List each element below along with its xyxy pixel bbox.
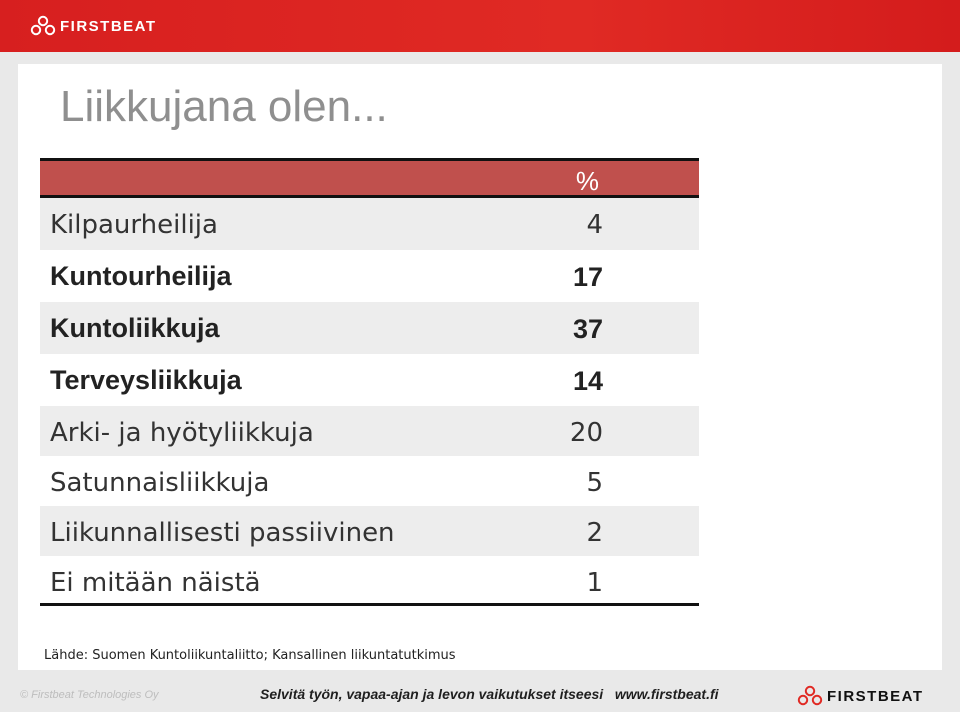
footer-tagline: Selvitä työn, vapaa-ajan ja levon vaikut…: [260, 686, 719, 702]
table-header-row: %: [40, 158, 699, 198]
footer-brand: FIRSTBEAT: [827, 687, 924, 705]
row-value: 4: [586, 210, 603, 240]
header-logo[interactable]: FIRSTBEAT: [30, 13, 157, 39]
row-label: Kilpaurheilija: [50, 210, 218, 240]
row-label: Kuntourheilija: [50, 261, 232, 291]
row-label: Terveysliikkuja: [50, 365, 242, 395]
table-row: Kilpaurheilija 4: [40, 198, 699, 250]
table-row: Satunnaisliikkuja 5: [40, 456, 699, 506]
row-label: Ei mitään näistä: [50, 568, 261, 598]
row-label: Satunnaisliikkuja: [50, 468, 270, 498]
results-table: % Kilpaurheilija 4 Kuntourheilija 17 Kun…: [40, 158, 699, 606]
row-label: Liikunnallisesti passiivinen: [50, 518, 395, 548]
footer-logo[interactable]: FIRSTBEAT: [797, 684, 924, 708]
row-value: 2: [586, 518, 603, 548]
row-label: Kuntoliikkuja: [50, 313, 220, 343]
row-value: 37: [572, 314, 603, 344]
row-label: Arki- ja hyötyliikkuja: [50, 418, 314, 448]
slide-title: Liikkujana olen...: [60, 82, 388, 131]
row-value: 20: [569, 418, 603, 448]
top-banner: FIRSTBEAT: [0, 0, 960, 52]
table-row: Arki- ja hyötyliikkuja 20: [40, 406, 699, 456]
table-row: Liikunnallisesti passiivinen 2: [40, 506, 699, 556]
source-note: Lähde: Suomen Kuntoliikuntaliitto; Kansa…: [44, 648, 456, 663]
footer-copyright: © Firstbeat Technologies Oy: [20, 689, 159, 701]
row-value: 5: [586, 468, 603, 498]
row-value: 1: [586, 568, 603, 598]
table-row: Terveysliikkuja 14: [40, 354, 699, 406]
percent-column-header: %: [575, 166, 599, 196]
table-row: Ei mitään näistä 1: [40, 556, 699, 606]
firstbeat-logo-icon: [797, 685, 823, 706]
header-brand: FIRSTBEAT: [60, 17, 157, 35]
firstbeat-logo-icon: [30, 15, 56, 36]
row-value: 17: [572, 262, 603, 292]
table-row: Kuntourheilija 17: [40, 250, 699, 302]
row-value: 14: [572, 366, 603, 396]
table-row: Kuntoliikkuja 37: [40, 302, 699, 354]
